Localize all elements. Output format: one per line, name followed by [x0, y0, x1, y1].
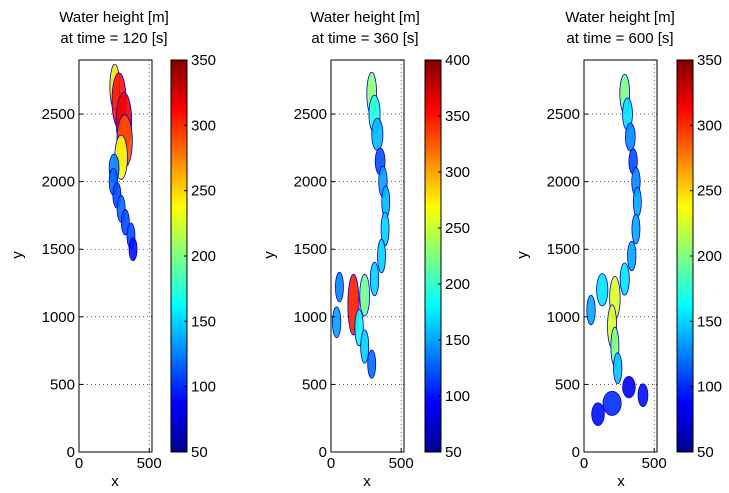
subplot-2-y-axis-label: y: [261, 251, 278, 259]
flow-patch: [613, 352, 623, 385]
flow-patch: [359, 273, 371, 317]
colorbar-tick-label: 100: [191, 379, 216, 396]
colorbar-tick-label: 50: [445, 444, 462, 461]
y-tick-label: 1500: [42, 241, 75, 258]
colorbar-tick-label: 50: [697, 444, 714, 461]
subplot-3-colorbar: 50 100 150 200 250 300 350: [676, 52, 722, 461]
colorbar-tick-label: 250: [191, 183, 216, 200]
colorbar-tick-label: 350: [697, 52, 722, 69]
y-tick-label: 500: [50, 376, 75, 393]
subplot-1-title-line2: at time = 120 [s]: [60, 30, 167, 47]
x-tick-label: 500: [389, 455, 414, 472]
subplot-2-axes: 0 500 1000 1500 2000 2500 0 500: [294, 59, 414, 472]
subplot-3-axes: 0 500 1000 1500 2000 2500 0 500: [547, 59, 667, 472]
subplot-1-colorbar: 50 100 150 200 250 300 350: [170, 52, 216, 461]
x-tick-label: 0: [75, 455, 83, 472]
flow-patch: [627, 240, 637, 272]
y-tick-label: 1500: [547, 241, 580, 258]
y-tick-label: 1000: [42, 309, 75, 326]
y-tick-label: 1000: [547, 309, 580, 326]
colorbar-tick-label: 300: [191, 117, 216, 134]
y-tick-label: 2000: [42, 174, 75, 191]
flow-patch: [602, 390, 622, 416]
flow-patch: [335, 271, 344, 303]
axes-frame: [330, 59, 405, 453]
colorbar-tick-label: 200: [191, 248, 216, 265]
flow-patch: [360, 329, 370, 364]
subplot-1: Water height [m] at time = 120 [s] 05001…: [9, 9, 216, 490]
y-tick-label: 2000: [547, 174, 580, 191]
y-tick-label: 500: [555, 376, 580, 393]
axes-background: [331, 60, 404, 452]
colorbar-tick-label: 100: [445, 388, 470, 405]
flow-patch: [631, 213, 641, 245]
flow-patch: [637, 383, 649, 408]
colorbar-tick-label: 200: [445, 276, 470, 293]
x-tick-label: 500: [642, 455, 667, 472]
y-tick-label: 500: [302, 376, 327, 393]
colorbar-tick-label: 350: [191, 52, 216, 69]
colorbar-tick-label: 100: [697, 379, 722, 396]
flow-patch: [586, 294, 596, 326]
subplot-1-title-line1: Water height [m]: [59, 9, 168, 26]
x-tick-label: 0: [580, 455, 588, 472]
y-tick-label: 2500: [42, 106, 75, 123]
subplot-2-title-line2: at time = 360 [s]: [311, 30, 418, 47]
colorbar-tick-label: 400: [445, 52, 470, 69]
flow-patch: [367, 349, 377, 379]
colorbar-tick-label: 50: [191, 444, 208, 461]
x-tick-label: 0: [327, 455, 335, 472]
colorbar-tick-label: 300: [697, 117, 722, 134]
subplot-2-x-axis-label: x: [363, 473, 371, 490]
flow-patch: [369, 261, 380, 297]
y-tick-label: 1000: [294, 309, 327, 326]
flow-patch: [377, 238, 386, 274]
y-tick-label: 0: [67, 444, 75, 461]
axes-frame: [583, 59, 658, 453]
colorbar-tick-label: 350: [445, 108, 470, 125]
flow-patch: [622, 375, 636, 399]
flow-patch: [632, 186, 642, 218]
y-tick-label: 0: [319, 444, 327, 461]
colorbar-tick-label: 250: [697, 183, 722, 200]
subplot-3-title-line2: at time = 600 [s]: [566, 30, 673, 47]
y-tick-label: 1500: [294, 241, 327, 258]
subplot-3: Water height [m] at time = 600 [s] 05001…: [514, 9, 722, 490]
y-tick-label: 2500: [294, 106, 327, 123]
colorbar-tick-label: 200: [697, 248, 722, 265]
y-tick-label: 2500: [547, 106, 580, 123]
colorbar-tick-label: 300: [445, 164, 470, 181]
flow-field: [586, 73, 649, 426]
colorbar-tick-label: 150: [445, 332, 470, 349]
subplot-3-y-axis-label: y: [514, 251, 531, 259]
flow-patch: [332, 306, 342, 339]
subplot-1-y-axis-label: y: [9, 251, 26, 259]
colorbar-gradient: [424, 59, 442, 453]
flow-patch: [596, 273, 609, 307]
y-tick-label: 2000: [294, 174, 327, 191]
flow-field: [332, 71, 391, 379]
subplot-3-x-axis-label: x: [617, 473, 625, 490]
subplot-1-x-axis-label: x: [111, 473, 119, 490]
subplot-1-axes: 0 500 1000 1500 2000 2500 0 500: [42, 59, 162, 472]
colorbar-tick-label: 250: [445, 220, 470, 237]
subplot-2-title-line1: Water height [m]: [310, 9, 419, 26]
flow-patch: [371, 117, 384, 151]
flow-patch: [625, 122, 636, 152]
colorbar-tick-label: 150: [191, 313, 216, 330]
flow-patch: [619, 262, 630, 296]
flow-patch: [128, 237, 138, 262]
subplot-2: Water height [m] at time = 360 [s] 05001…: [261, 9, 470, 490]
axes-frame: [78, 59, 153, 453]
colorbar-tick-label: 150: [697, 313, 722, 330]
subplot-2-colorbar: 50 100 150 200 250 300 350 400: [424, 52, 470, 461]
y-tick-label: 0: [572, 444, 580, 461]
x-tick-label: 500: [137, 455, 162, 472]
flow-patch: [591, 402, 605, 426]
subplot-3-title-line1: Water height [m]: [565, 9, 674, 26]
flow-field: [108, 63, 138, 262]
